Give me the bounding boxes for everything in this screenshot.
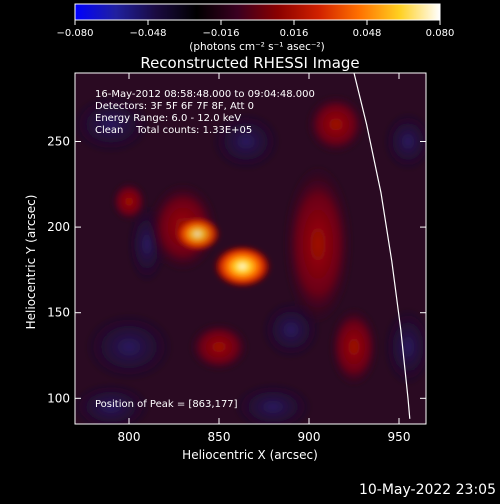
heatmap-image xyxy=(75,73,426,424)
colorbar-tick-label: −0.048 xyxy=(129,28,166,39)
x-tick-label: 850 xyxy=(208,430,231,444)
y-axis-label: Heliocentric Y (arcsec) xyxy=(24,195,38,330)
colorbar-gradient xyxy=(74,3,441,21)
y-tick-label: 200 xyxy=(47,220,70,234)
heatmap-cool-region xyxy=(75,381,151,424)
heatmap-warm-region xyxy=(283,164,353,325)
plot-frame xyxy=(74,72,427,425)
x-tick-label: 950 xyxy=(388,430,411,444)
heatmap-cool-region xyxy=(233,381,313,424)
timestamp: 10-May-2022 23:05 xyxy=(358,482,496,498)
x-axis-label: Heliocentric X (arcsec) xyxy=(182,448,318,462)
plot-area: 800 850 900 950 100 150 200 250 16-May-2012 08… xyxy=(47,72,427,444)
y-tick-label: 150 xyxy=(47,306,70,320)
colorbar-tick-label: 0.016 xyxy=(280,28,309,39)
y-axis-ticks: 100 150 200 250 xyxy=(47,134,426,405)
info-line-detectors: Detectors: 3F 5F 6F 7F 8F, Att 0 xyxy=(95,101,254,112)
heatmap-warm-region xyxy=(306,94,366,155)
heatmap-cool-region xyxy=(75,94,151,155)
colorbar-ticks: −0.080 −0.048 −0.016 0.016 0.048 0.080 xyxy=(56,20,454,39)
heatmap-warm-region xyxy=(111,181,147,222)
y-tick-label: 250 xyxy=(47,134,70,148)
heatmap-peak-source xyxy=(212,244,273,289)
x-axis-ticks: 800 850 900 950 xyxy=(118,73,411,444)
info-block: 16-May-2012 08:58:48.000 to 09:04:48.000… xyxy=(95,89,315,136)
heatmap-cool-region xyxy=(383,111,426,172)
peak-position-label: Position of Peak = [863,177] xyxy=(95,399,238,410)
x-tick-label: 900 xyxy=(298,430,321,444)
x-tick-label: 800 xyxy=(118,430,141,444)
info-line-counts: Clean Total counts: 1.33E+05 xyxy=(95,125,252,136)
colorbar-tick-label: 0.080 xyxy=(426,28,455,39)
colorbar-tick-label: −0.080 xyxy=(56,28,93,39)
heatmap-cool-region xyxy=(383,306,426,387)
info-line-energy: Energy Range: 6.0 - 12.0 keV xyxy=(95,113,241,124)
colorbar-tick-label: 0.048 xyxy=(353,28,382,39)
chart-title: Reconstructed RHESSI Image xyxy=(140,54,359,72)
heatmap-cool-region xyxy=(211,111,281,172)
info-line-time: 16-May-2012 08:58:48.000 to 09:04:48.000 xyxy=(95,89,315,100)
heatmap-cool-region xyxy=(84,311,174,382)
heatmap-warm-region xyxy=(329,306,379,387)
colorbar-tick-label: −0.016 xyxy=(202,28,239,39)
colorbar: −0.080 −0.048 −0.016 0.016 0.048 0.080 (photo… xyxy=(56,3,454,53)
y-tick-label: 100 xyxy=(47,391,70,405)
solar-limb-curve xyxy=(353,73,411,419)
heatmap-hot-region xyxy=(173,215,222,252)
heatmap-warm-region xyxy=(189,321,249,372)
colorbar-unit-label: (photons cm⁻² s⁻¹ asec⁻²) xyxy=(189,41,324,53)
